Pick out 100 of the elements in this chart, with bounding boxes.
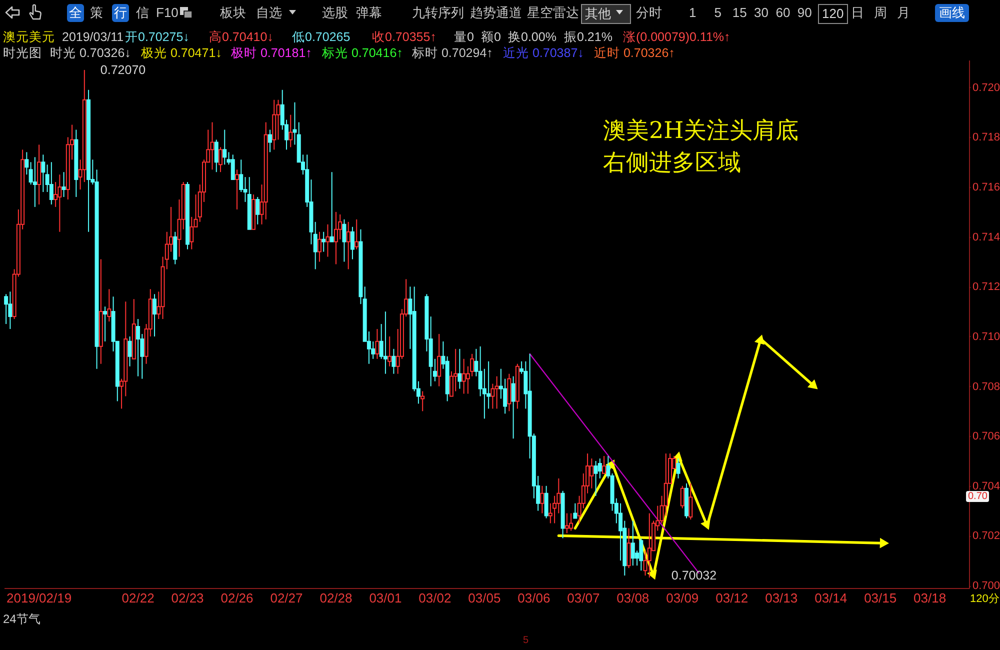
candlestick — [334, 211, 338, 265]
candlestick — [8, 291, 12, 330]
candlestick — [317, 231, 322, 262]
candlestick — [292, 102, 297, 146]
candlestick — [573, 502, 578, 519]
text: 澳元美元 — [3, 29, 55, 45]
candlestick — [49, 162, 54, 205]
candlestick — [313, 221, 318, 270]
candlestick — [388, 336, 392, 367]
text: 5 — [523, 634, 529, 646]
text: 收0.70355↑ — [372, 29, 436, 45]
candlestick — [128, 336, 132, 367]
candlestick — [326, 224, 330, 258]
y-tick-label: 0.706 — [972, 430, 1000, 443]
text: 120分 — [970, 592, 1000, 606]
x-tick-label: 02/28 — [320, 590, 352, 606]
candlestick — [230, 154, 235, 180]
text: 策 — [90, 5, 103, 21]
point — [700, 520, 710, 530]
x-tick-label: 03/15 — [864, 590, 897, 606]
candlestick — [346, 221, 350, 270]
annotation: 0.72070 — [100, 62, 146, 77]
candlestick — [458, 348, 462, 390]
text: 趋势通道 — [470, 5, 522, 21]
annotation: 澳美2H关注头肩底 — [603, 118, 799, 144]
text: 涨(0.00079)0.11%↑ — [623, 29, 730, 45]
text: 标光 0.70416↑ — [322, 45, 403, 61]
text: 1 5 15 30 60 90 — [689, 5, 812, 21]
candlestick — [540, 485, 544, 514]
text: 标时 0.70294↑ — [412, 45, 493, 61]
text: 低0.70265 — [292, 29, 350, 45]
candlestick — [210, 122, 214, 170]
candlestick — [350, 226, 354, 260]
text: 月 — [897, 5, 910, 21]
candlestick — [462, 358, 466, 394]
candlestick — [214, 139, 218, 173]
x-tick-label: 03/02 — [418, 590, 452, 606]
text: 极光 0.70471↓ — [141, 45, 222, 61]
point — [647, 569, 657, 580]
y-tick-label: 0.716 — [972, 182, 1000, 194]
text: 选股 — [322, 5, 348, 21]
y-tick-label: 0.714 — [972, 231, 1000, 244]
text: 量0 — [454, 29, 474, 45]
x-tick-label: 03/13 — [765, 590, 798, 606]
text: 近光 0.70387↓ — [503, 45, 584, 61]
candlestick — [392, 348, 396, 374]
text: 自选 — [256, 5, 282, 21]
candlestick — [173, 231, 178, 265]
y-tick-label: 0.712 — [972, 281, 1000, 294]
candlestick — [24, 152, 29, 176]
candlestick — [354, 218, 359, 250]
candlestick — [594, 460, 598, 496]
text: 板块 — [220, 5, 246, 21]
text: 24节气 — [3, 612, 40, 626]
candlestick — [235, 169, 239, 210]
candlestick — [288, 114, 293, 148]
candlestick — [107, 288, 112, 322]
text: 信 — [136, 5, 149, 21]
text: 行 — [112, 4, 129, 22]
x-tick-label: 03/07 — [567, 590, 600, 606]
x-tick-label: 03/01 — [369, 590, 402, 606]
candlestick — [676, 458, 680, 479]
text: 其他 — [581, 4, 631, 24]
y-tick-label: 0.720 — [972, 82, 1000, 94]
x-tick-label: 03/05 — [468, 590, 501, 606]
x-tick-label: 03/18 — [914, 590, 946, 606]
y-tick-label: 0.702 — [972, 530, 1000, 542]
text: 画线 — [935, 4, 969, 22]
candlestick — [680, 485, 684, 509]
candlestick — [136, 318, 140, 377]
candlestick — [375, 328, 380, 360]
annotation: 0.70 — [966, 491, 990, 502]
y-tick-label: 0.708 — [972, 380, 1000, 393]
candlestick — [511, 376, 516, 440]
candlestick — [383, 311, 388, 374]
text: 换0.00% — [508, 29, 556, 45]
candlestick — [37, 144, 42, 205]
candlestick — [564, 512, 569, 534]
text: 分时 — [636, 5, 662, 21]
candlestick — [342, 218, 346, 262]
text: F10 — [156, 5, 178, 21]
candlestick — [152, 294, 157, 337]
text: 振0.21% — [564, 29, 612, 45]
candlestick — [58, 174, 62, 232]
text: 近时 0.70326↑ — [594, 45, 675, 61]
text: 额0 — [481, 29, 501, 45]
candlestick — [494, 376, 499, 410]
candlestick — [103, 306, 108, 342]
x-tick-label: 03/08 — [616, 590, 650, 606]
candlestick — [639, 538, 644, 572]
candlestick — [41, 154, 46, 192]
text: 时光图 — [3, 45, 42, 61]
candlestick — [62, 172, 66, 198]
text: 极时 0.70181↑ — [231, 45, 312, 61]
text: 全 — [67, 4, 84, 22]
x-tick-label: 03/06 — [518, 590, 550, 606]
candlestick — [544, 485, 548, 519]
x-tick-label: 03/09 — [666, 590, 699, 606]
x-tick-label: 02/23 — [171, 590, 204, 606]
x-tick-label: 2019/02/19 — [6, 590, 72, 606]
